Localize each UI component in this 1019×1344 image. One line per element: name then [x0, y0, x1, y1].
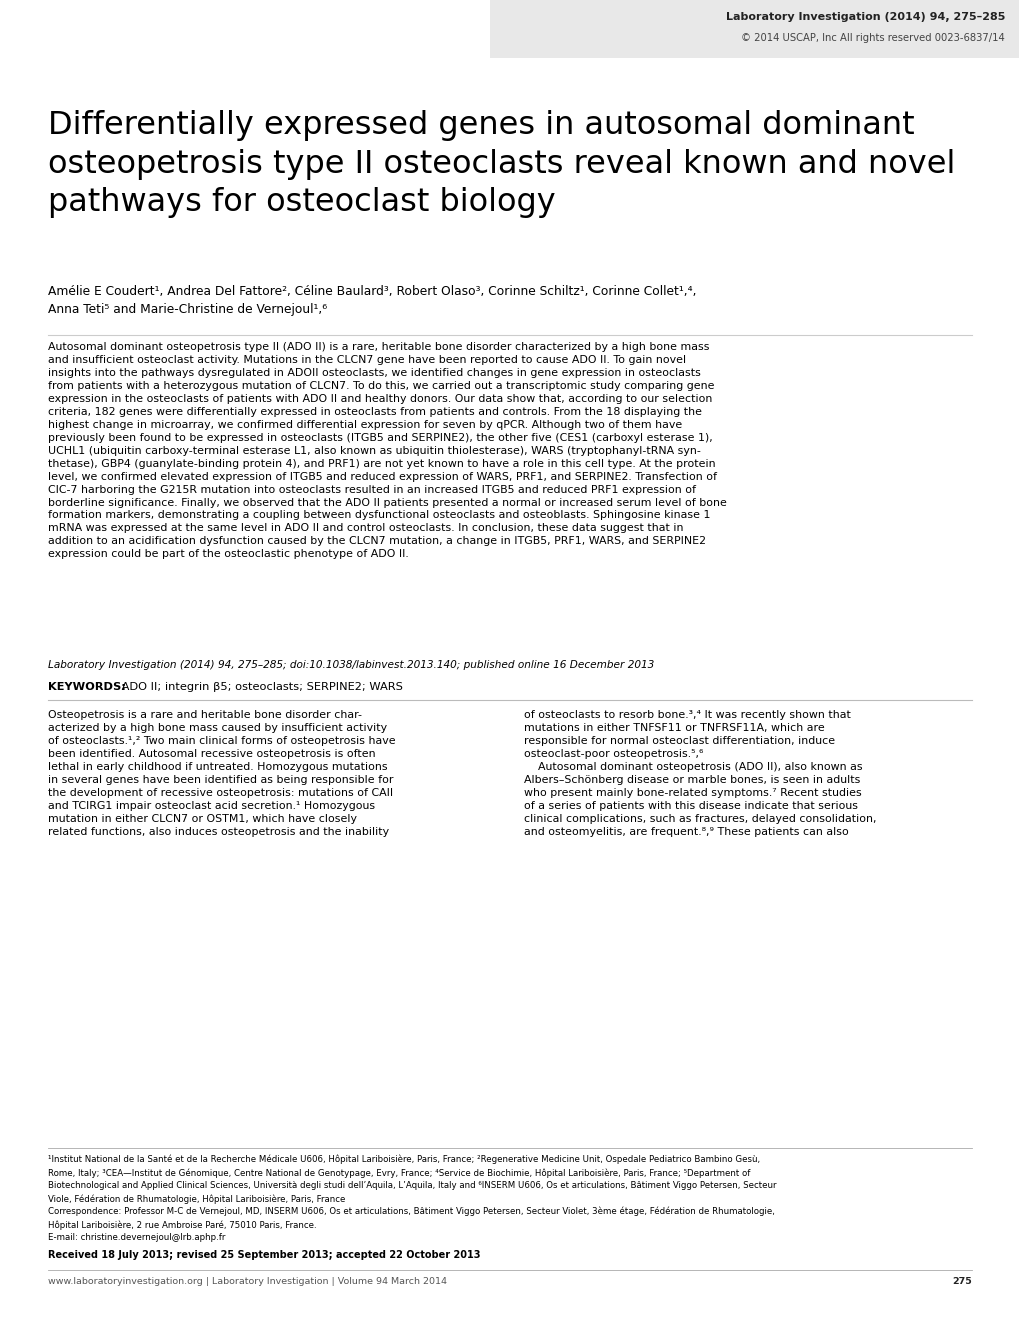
Text: ¹Institut National de la Santé et de la Recherche Médicale U606, Hôpital Lariboi: ¹Institut National de la Santé et de la …	[48, 1154, 759, 1164]
Text: 275: 275	[952, 1277, 971, 1286]
Text: ADO II; integrin β5; osteoclasts; SERPINE2; WARS: ADO II; integrin β5; osteoclasts; SERPIN…	[118, 681, 403, 692]
Text: Laboratory Investigation (2014) 94, 275–285: Laboratory Investigation (2014) 94, 275–…	[725, 12, 1004, 22]
Text: © 2014 USCAP, Inc All rights reserved 0023-6837/14: © 2014 USCAP, Inc All rights reserved 00…	[741, 34, 1004, 43]
Text: Received 18 July 2013; revised 25 September 2013; accepted 22 October 2013: Received 18 July 2013; revised 25 Septem…	[48, 1250, 480, 1261]
Text: Correspondence: Professor M-C de Vernejoul, MD, INSERM U606, Os et articulations: Correspondence: Professor M-C de Vernejo…	[48, 1207, 774, 1216]
Text: of osteoclasts to resorb bone.³,⁴ It was recently shown that
mutations in either: of osteoclasts to resorb bone.³,⁴ It was…	[524, 710, 875, 836]
Text: Rome, Italy; ³CEA—Institut de Génomique, Centre National de Genotypage, Evry, Fr: Rome, Italy; ³CEA—Institut de Génomique,…	[48, 1168, 750, 1177]
Text: Biotechnological and Applied Clinical Sciences, Università degli studi dell’Aqui: Biotechnological and Applied Clinical Sc…	[48, 1181, 775, 1189]
Text: KEYWORDS:: KEYWORDS:	[48, 681, 125, 692]
Text: Differentially expressed genes in autosomal dominant
osteopetrosis type II osteo: Differentially expressed genes in autoso…	[48, 110, 955, 218]
Text: Autosomal dominant osteopetrosis type II (ADO II) is a rare, heritable bone diso: Autosomal dominant osteopetrosis type II…	[48, 341, 727, 559]
Bar	[489, 0, 1019, 58]
Text: Osteopetrosis is a rare and heritable bone disorder char-
acterized by a high bo: Osteopetrosis is a rare and heritable bo…	[48, 710, 395, 836]
Text: E-mail: christine.devernejoul@lrb.aphp.fr: E-mail: christine.devernejoul@lrb.aphp.f…	[48, 1232, 225, 1242]
Text: www.laboratoryinvestigation.org | Laboratory Investigation | Volume 94 March 201: www.laboratoryinvestigation.org | Labora…	[48, 1277, 446, 1286]
Text: Laboratory Investigation (2014) 94, 275–285; doi:10.1038/labinvest.2013.140; pub: Laboratory Investigation (2014) 94, 275–…	[48, 660, 653, 671]
Text: Amélie E Coudert¹, Andrea Del Fattore², Céline Baulard³, Robert Olaso³, Corinne : Amélie E Coudert¹, Andrea Del Fattore², …	[48, 285, 696, 316]
Text: Viole, Fédération de Rhumatologie, Hôpital Lariboisière, Paris, France: Viole, Fédération de Rhumatologie, Hôpit…	[48, 1193, 345, 1203]
Text: Hôpital Lariboisière, 2 rue Ambroise Paré, 75010 Paris, France.: Hôpital Lariboisière, 2 rue Ambroise Par…	[48, 1220, 316, 1230]
